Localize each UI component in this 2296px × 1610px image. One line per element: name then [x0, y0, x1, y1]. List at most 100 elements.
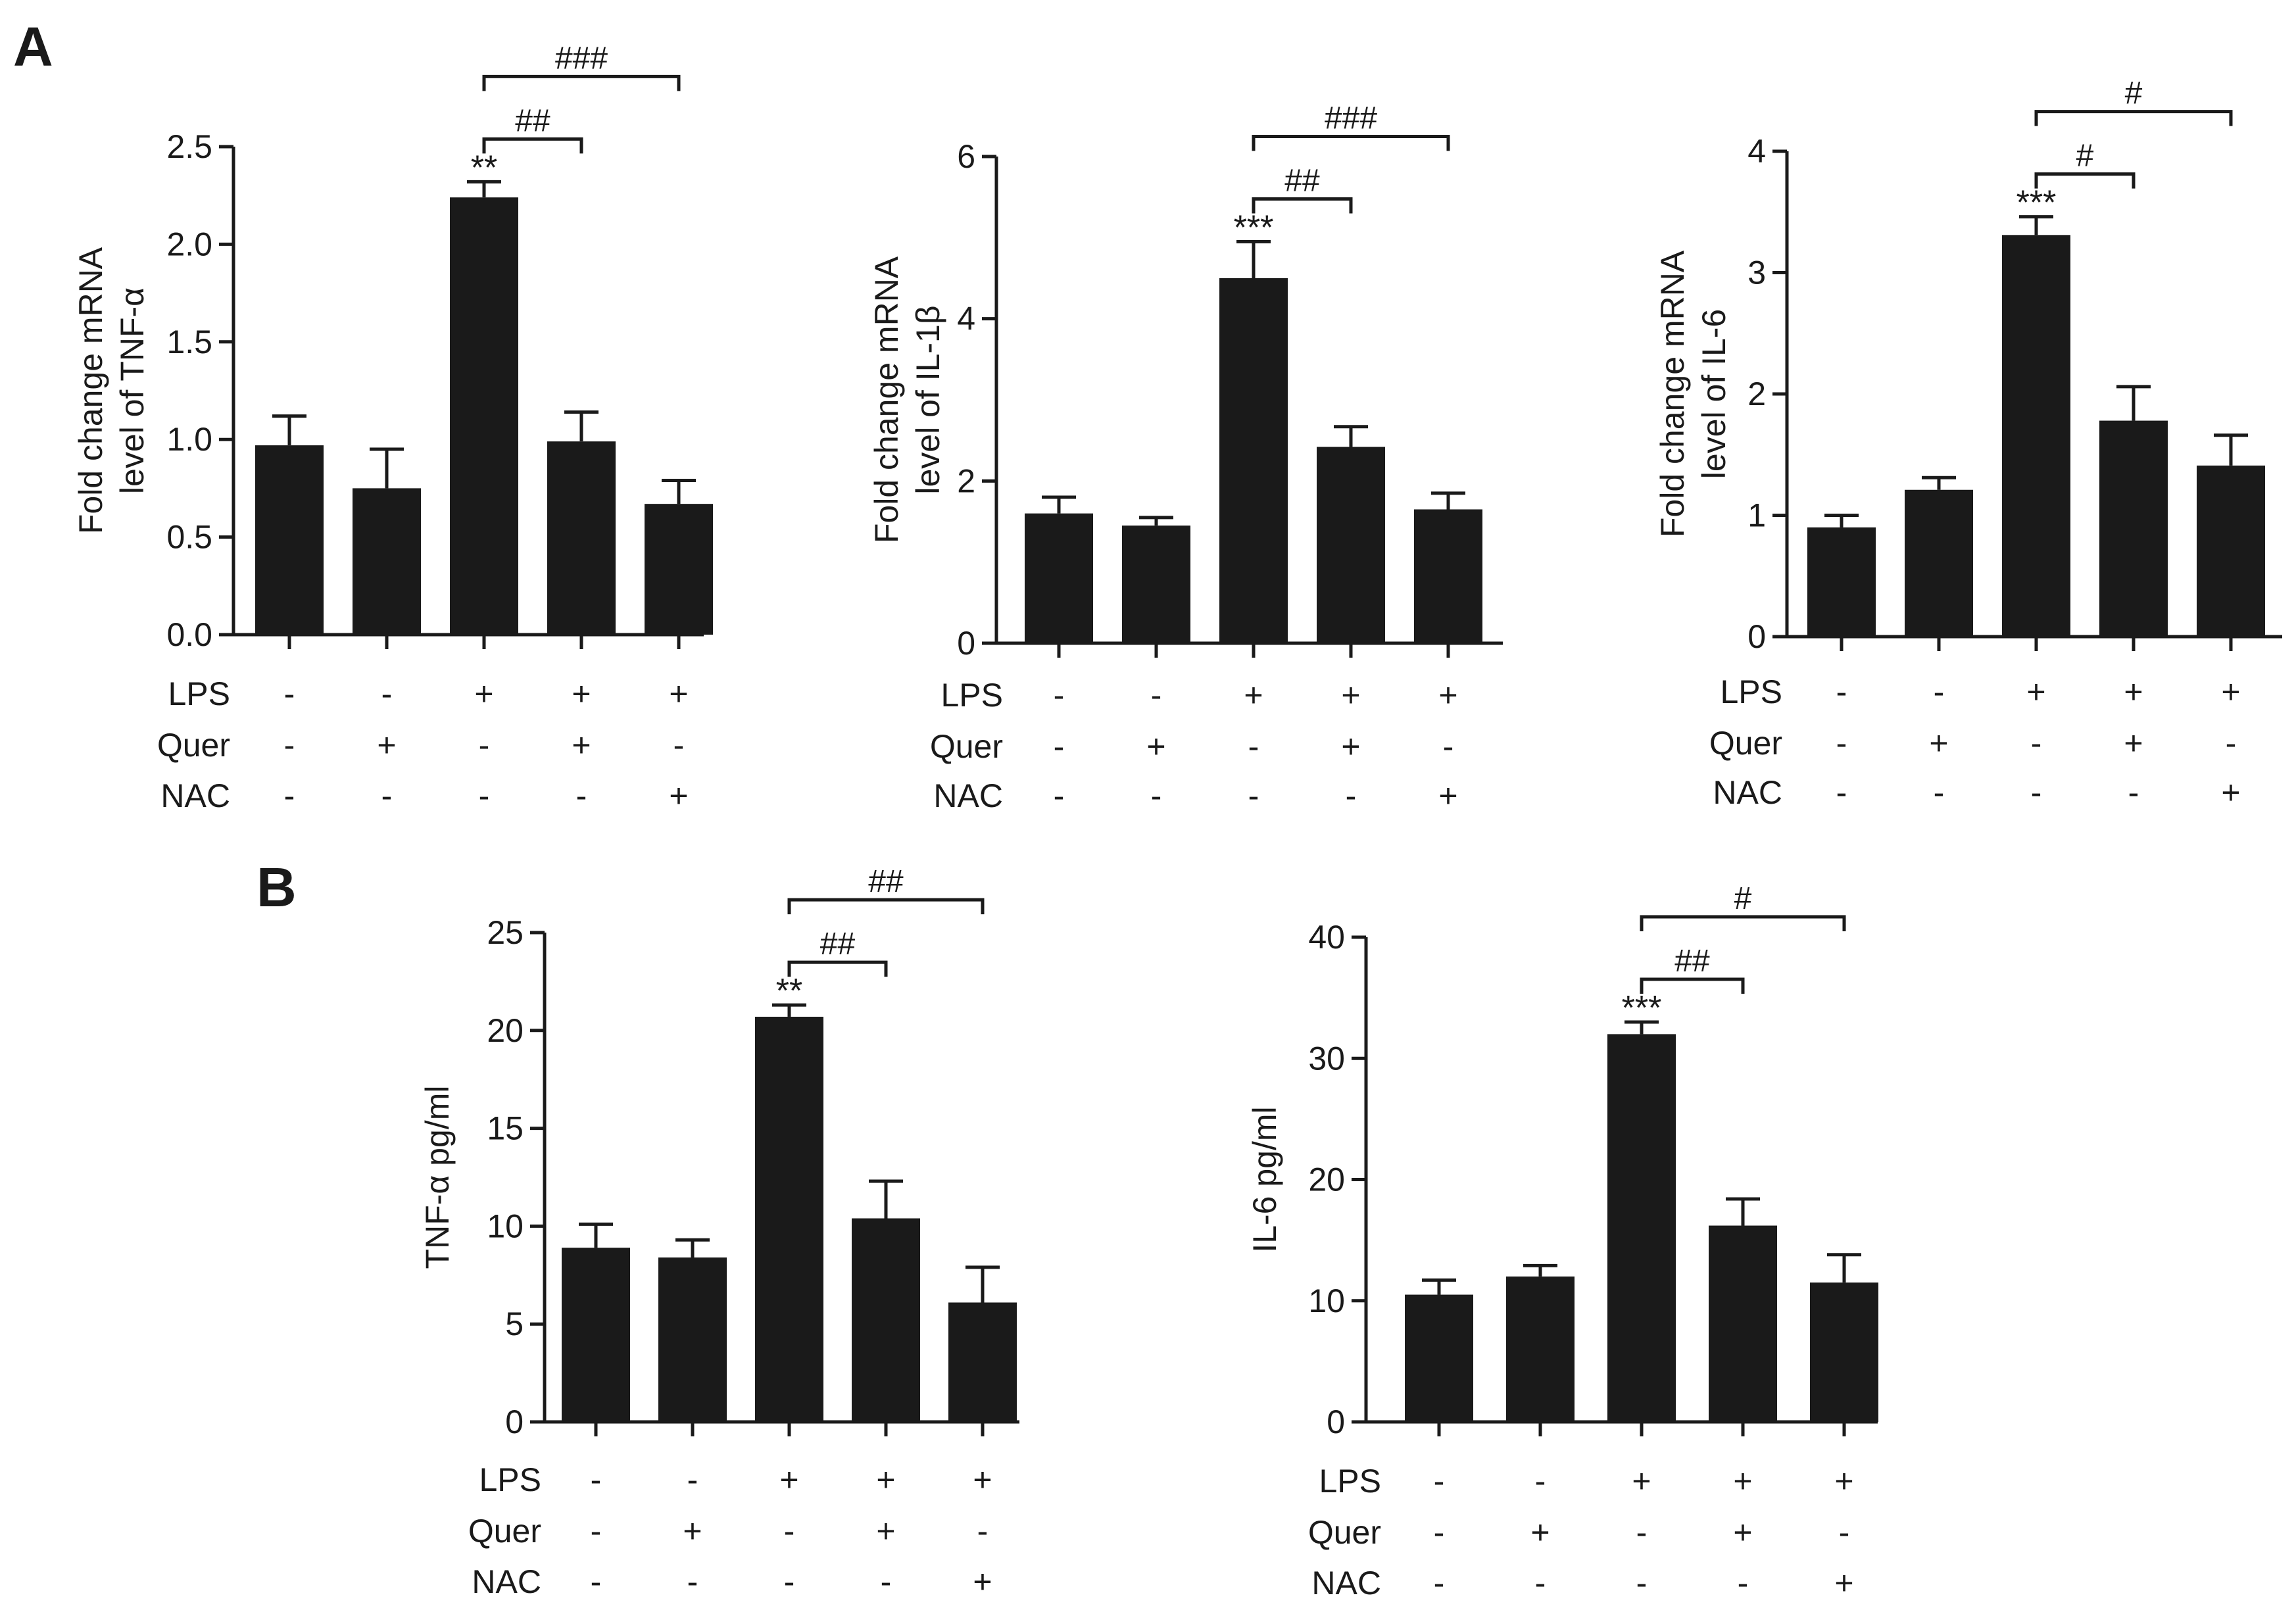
condition-value: - — [284, 675, 295, 712]
significance-bracket — [2034, 110, 2233, 126]
condition-name: NAC — [1311, 1565, 1381, 1601]
condition-value: - — [1738, 1565, 1749, 1601]
condition-value: + — [1341, 677, 1360, 714]
y-tick-label: 0 — [505, 1403, 524, 1440]
y-tick-label: 2.5 — [166, 128, 212, 165]
y-tick-label: 1.0 — [166, 421, 212, 458]
bar — [755, 1016, 823, 1422]
bracket-label: ## — [1284, 164, 1320, 199]
y-tick-label: 2.0 — [166, 226, 212, 262]
condition-value: - — [673, 727, 685, 764]
significance-bracket — [1640, 977, 1745, 994]
y-axis-title: level of IL-1β — [910, 305, 946, 494]
condition-value: - — [1535, 1565, 1546, 1601]
bar — [1810, 1282, 1878, 1422]
condition-value: - — [1054, 728, 1065, 765]
bar — [1219, 278, 1288, 643]
y-tick-label: 20 — [487, 1012, 524, 1049]
condition-name: Quer — [1308, 1514, 1381, 1551]
condition-value: - — [1248, 777, 1259, 814]
y-tick-label: 0 — [1327, 1403, 1345, 1440]
condition-value: - — [1151, 677, 1162, 714]
condition-value: - — [2128, 774, 2139, 811]
bracket-label: ### — [555, 41, 608, 76]
condition-value: + — [683, 1513, 702, 1549]
y-tick-label: 1.5 — [166, 324, 212, 360]
condition-name: NAC — [1713, 774, 1782, 811]
significance-label: *** — [1622, 989, 1662, 1027]
bar — [1414, 509, 1482, 643]
condition-value: - — [1434, 1463, 1445, 1500]
condition-value: + — [1438, 777, 1457, 814]
condition-value: + — [377, 727, 396, 764]
condition-name: NAC — [933, 777, 1003, 814]
y-axis-title: Fold change mRNA — [868, 256, 905, 543]
condition-value: - — [2031, 774, 2042, 811]
condition-value: - — [1151, 777, 1162, 814]
condition-name: Quer — [1709, 725, 1782, 762]
y-tick-label: 5 — [505, 1305, 524, 1342]
condition-value: + — [2124, 725, 2143, 762]
significance-bracket — [482, 137, 583, 154]
bar — [2197, 465, 2265, 637]
bar — [948, 1302, 1017, 1422]
condition-name: LPS — [940, 677, 1003, 714]
chart-tnf-alpha-mrna: 0.0 0.5 1.0 1.5 2.0 2.5 Fold change mRNA level … — [72, 41, 713, 814]
bar — [2002, 235, 2070, 637]
bar — [547, 441, 616, 635]
condition-value: + — [1733, 1463, 1752, 1500]
condition-value: + — [1341, 728, 1360, 765]
condition-value: - — [1434, 1514, 1445, 1551]
condition-name: Quer — [468, 1513, 541, 1549]
condition-value: + — [474, 675, 493, 712]
condition-value: + — [572, 727, 591, 764]
y-axis-title: Fold change mRNA — [1654, 250, 1691, 537]
bar — [2099, 420, 2168, 637]
condition-value: + — [1438, 677, 1457, 714]
significance-label: ** — [776, 972, 802, 1010]
y-tick-label: 15 — [487, 1110, 524, 1147]
y-tick-label: 4 — [1747, 133, 1766, 170]
condition-value: + — [669, 675, 688, 712]
condition-value: + — [2026, 673, 2045, 710]
y-tick-label: 4 — [957, 301, 975, 337]
bracket-label: # — [1734, 881, 1752, 916]
bracket-label: # — [2076, 139, 2094, 174]
y-axis-title: TNF-α pg/ml — [419, 1086, 456, 1269]
y-tick-label: 2 — [957, 462, 975, 499]
bar — [1025, 513, 1093, 643]
condition-value: - — [591, 1461, 602, 1498]
y-axis-title: Fold change mRNA — [72, 247, 109, 534]
condition-value: + — [669, 777, 688, 814]
condition-value: + — [1834, 1463, 1853, 1500]
condition-value: + — [2221, 673, 2240, 710]
condition-value: - — [1346, 777, 1357, 814]
condition-value: - — [687, 1563, 698, 1600]
bar — [353, 488, 421, 635]
condition-value: - — [1836, 774, 1847, 811]
condition-value: - — [381, 777, 393, 814]
condition-value: - — [1934, 774, 1945, 811]
bar — [562, 1248, 630, 1422]
condition-value: + — [1733, 1514, 1752, 1551]
condition-name: NAC — [160, 777, 230, 814]
bar — [450, 197, 518, 635]
condition-name: Quer — [930, 728, 1003, 765]
bar — [1506, 1276, 1575, 1422]
significance-bracket — [1252, 135, 1450, 151]
condition-value: - — [1054, 777, 1065, 814]
y-tick-label: 1 — [1747, 497, 1766, 534]
chart-il-1beta-mrna: 0 2 4 6 Fold change mRNA level of IL-1β *** ###… — [868, 101, 1503, 814]
condition-value: + — [876, 1461, 895, 1498]
bracket-label: ## — [515, 103, 550, 138]
bracket-label: ## — [820, 927, 856, 962]
chart-il-6-mrna: 0 1 2 3 4 Fold change mRNA level of IL-6 *** # # L… — [1654, 76, 2282, 811]
y-tick-label: 40 — [1308, 919, 1345, 956]
condition-value: - — [576, 777, 587, 814]
condition-name: NAC — [472, 1563, 541, 1600]
bar — [658, 1257, 727, 1422]
bracket-label: # — [2125, 76, 2143, 111]
condition-value: - — [687, 1461, 698, 1498]
y-tick-label: 30 — [1308, 1040, 1345, 1077]
